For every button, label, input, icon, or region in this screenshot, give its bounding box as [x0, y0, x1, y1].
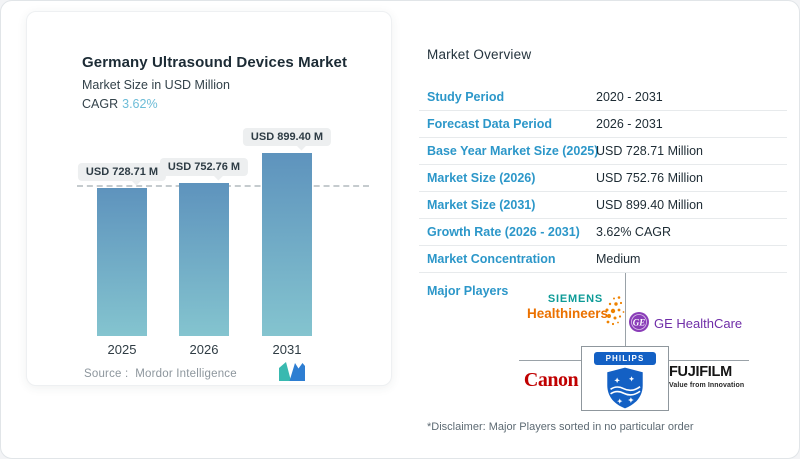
bar-value-badge: USD 752.76 M [159, 158, 249, 176]
philips-shield-icon [607, 367, 643, 409]
bar-2025 [97, 188, 147, 336]
ge-monogram-icon: GE [629, 312, 649, 332]
bar-group-2026: USD 752.76 M 2026 [159, 12, 249, 357]
table-row: Market Size (2026) USD 752.76 Million [419, 165, 787, 192]
overview-table: Study Period 2020 - 2031 Forecast Data P… [419, 84, 787, 273]
bar-value-badge: USD 899.40 M [242, 128, 332, 146]
cagr-value: 3.62% [122, 97, 158, 111]
mordor-intelligence-logo-icon [279, 362, 305, 381]
table-row: Base Year Market Size (2025) USD 728.71 … [419, 138, 787, 165]
fujifilm-logo: FUJIFILM Value from Innovation [669, 364, 759, 389]
row-label: Study Period [427, 90, 505, 104]
row-label: Market Size (2031) [427, 198, 536, 212]
disclaimer-text: *Disclaimer: Major Players sorted in no … [427, 421, 694, 433]
chart-card: Germany Ultrasound Devices Market Market… [26, 11, 392, 386]
connector-left-line [519, 360, 581, 361]
market-overview-panel: Market Overview Study Period 2020 - 2031… [411, 1, 793, 458]
row-label: Forecast Data Period [427, 117, 553, 131]
philips-logo-box: PHILIPS [581, 346, 669, 411]
bar-group-2031: USD 899.40 M 2031 [242, 12, 332, 357]
row-value: 3.62% CAGR [596, 225, 672, 239]
source-text: Source : Mordor Intelligence [84, 368, 237, 380]
row-value: 2026 - 2031 [596, 117, 663, 131]
row-label: Market Concentration [427, 252, 556, 266]
chart-subtitle: Market Size in USD Million [82, 78, 230, 92]
bar-chart: USD 728.71 M 2025 USD 752.76 M 2026 USD … [27, 12, 393, 387]
x-tick-label-2026: 2026 [189, 342, 219, 357]
x-tick-label-2025: 2025 [107, 342, 137, 357]
row-label: Growth Rate (2026 - 2031) [427, 225, 580, 239]
table-row: Study Period 2020 - 2031 [419, 84, 787, 111]
table-row: Market Size (2031) USD 899.40 Million [419, 192, 787, 219]
connector-vertical-line [625, 273, 626, 346]
ge-monogram-text: GE [633, 318, 646, 328]
major-players-label: Major Players [427, 284, 509, 298]
chart-cagr-line: CAGR 3.62% [82, 97, 158, 111]
table-row: Market Concentration Medium [419, 246, 787, 273]
siemens-dots-icon [605, 296, 625, 326]
bar-2031 [262, 153, 312, 336]
canon-logo: Canon [523, 369, 579, 391]
row-value: USD 728.71 Million [596, 144, 703, 158]
fujifilm-wordmark: FUJIFILM [669, 364, 732, 380]
cagr-label: CAGR [82, 97, 119, 111]
bar-value-badge: USD 728.71 M [77, 163, 167, 181]
source-name: Mordor Intelligence [135, 368, 237, 380]
source-row: Source : Mordor Intelligence [27, 358, 393, 384]
x-tick-label-2031: 2031 [272, 342, 302, 357]
row-value: USD 899.40 Million [596, 198, 703, 212]
row-label: Market Size (2026) [427, 171, 536, 185]
siemens-healthineers-logo: SIEMENS Healthineers [527, 293, 609, 321]
bar-group-2025: USD 728.71 M 2025 [77, 12, 167, 357]
ge-healthcare-wordmark: GE HealthCare [654, 316, 743, 331]
healthineers-wordmark: Healthineers [527, 306, 609, 321]
connector-right-line [669, 360, 749, 361]
table-row: Growth Rate (2026 - 2031) 3.62% CAGR [419, 219, 787, 246]
row-label: Base Year Market Size (2025) [427, 144, 599, 158]
fujifilm-tagline: Value from Innovation [669, 382, 745, 389]
row-value: USD 752.76 Million [596, 171, 703, 185]
chart-title: Germany Ultrasound Devices Market [82, 54, 348, 71]
philips-wordmark: PHILIPS [594, 352, 656, 365]
row-value: Medium [596, 252, 641, 266]
table-row: Forecast Data Period 2026 - 2031 [419, 111, 787, 138]
bar-2026 [179, 183, 229, 336]
row-value: 2020 - 2031 [596, 90, 663, 104]
overview-heading: Market Overview [427, 47, 532, 62]
siemens-wordmark: SIEMENS [547, 293, 603, 305]
source-label: Source : [84, 368, 129, 380]
